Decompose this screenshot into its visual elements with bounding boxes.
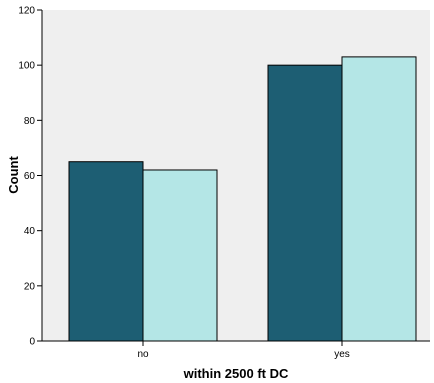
y-tick-label: 0 [29, 337, 35, 348]
y-axis-title: Count [6, 156, 21, 194]
y-ticks-layer: 0 20 40 60 80 100 120 [18, 6, 42, 348]
bar-yes-series-1 [267, 64, 343, 342]
x-ticks-layer: no yes [137, 341, 350, 360]
x-tick-label-yes: yes [334, 349, 350, 360]
x-axis-title: within 2500 ft DC [183, 366, 289, 381]
bar-no-series-2 [142, 169, 218, 342]
y-tick-label: 120 [18, 6, 35, 17]
x-tick-label-no: no [137, 349, 149, 360]
y-tick-label: 60 [24, 171, 36, 182]
bar-yes-series-2 [341, 56, 417, 342]
y-tick-label: 40 [24, 226, 36, 237]
y-tick-label: 100 [18, 61, 35, 72]
bars-layer [68, 56, 417, 342]
y-tick-label: 20 [24, 281, 36, 292]
y-tick-label: 80 [24, 116, 36, 127]
bar-no-series-1 [68, 161, 144, 342]
